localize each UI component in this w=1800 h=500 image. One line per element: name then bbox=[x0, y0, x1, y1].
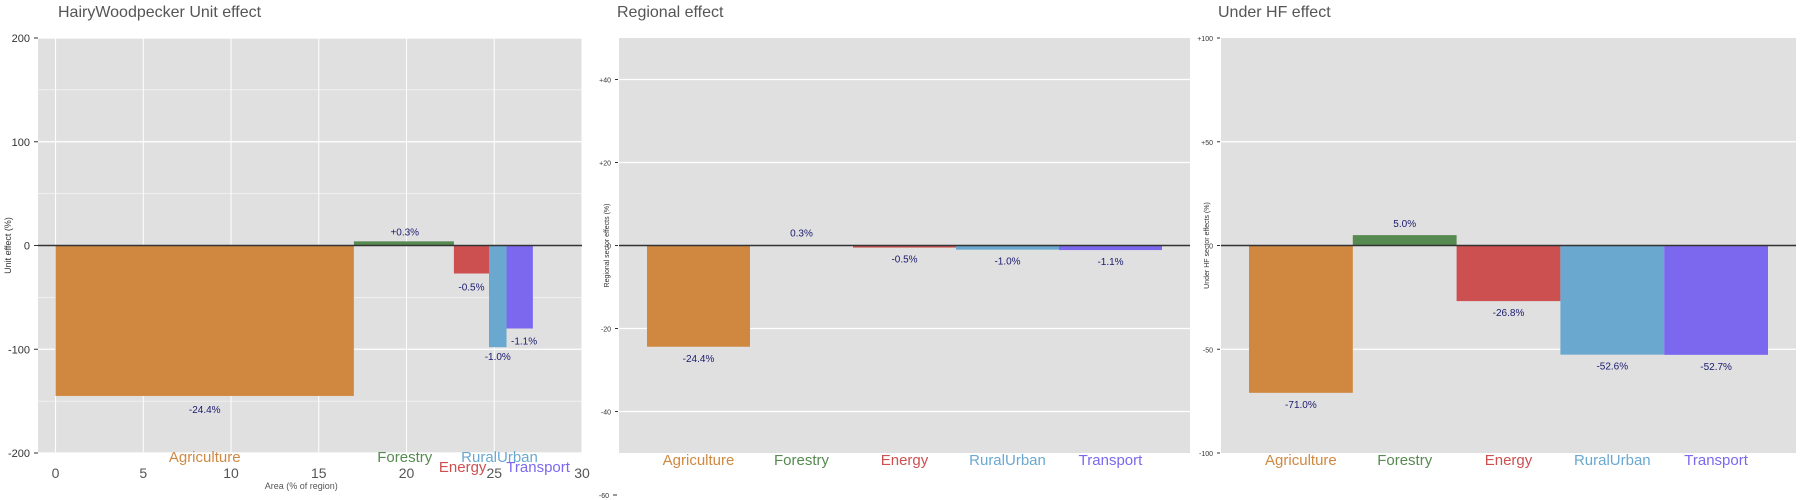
category-label-transport: Transport bbox=[1684, 452, 1748, 469]
under-hf-effect-title: Under HF effect bbox=[1218, 4, 1331, 21]
y-tick-label: +100 bbox=[1197, 36, 1213, 43]
y-tick-label: -60 bbox=[599, 493, 609, 500]
value-label: +0.3% bbox=[390, 227, 419, 238]
value-label: -0.5% bbox=[458, 283, 484, 294]
value-label: -1.1% bbox=[1097, 257, 1123, 268]
category-label-ruralurban: RuralUrban bbox=[461, 449, 538, 466]
value-label: -1.1% bbox=[511, 337, 537, 348]
bar-forestry bbox=[353, 241, 454, 246]
x-axis-label: Area (% of region) bbox=[265, 481, 338, 491]
y-tick-label: 0 bbox=[24, 241, 30, 253]
y-tick-label: -20 bbox=[601, 327, 611, 334]
value-label: -26.8% bbox=[1493, 308, 1525, 319]
x-tick-label: 25 bbox=[486, 465, 502, 481]
category-label-agriculture: Agriculture bbox=[663, 452, 735, 469]
value-label: 5.0% bbox=[1393, 219, 1416, 230]
unit-effect-chart: -200 -100 0 100 200 0 5 10 15 20 25 30 Unit effect (… bbox=[3, 33, 590, 491]
value-label: -24.4% bbox=[189, 405, 221, 416]
under-hf-effect-chart: +100 +50 0 -50 -100 Under HF sector effects (… bbox=[1197, 36, 1796, 469]
x-tick-label: 15 bbox=[311, 465, 327, 481]
x-tick-label: 20 bbox=[399, 465, 415, 481]
y-tick-label: -100 bbox=[8, 344, 30, 356]
y-axis-label: Regional sector effects (%) bbox=[604, 204, 611, 288]
category-label-transport: Transport bbox=[1079, 452, 1143, 469]
category-label-energy: Energy bbox=[439, 459, 487, 476]
category-label-energy: Energy bbox=[881, 452, 929, 469]
category-label-agriculture: Agriculture bbox=[1265, 452, 1337, 469]
unit-effect-title: HairyWoodpecker Unit effect bbox=[58, 4, 262, 21]
regional-effect-panel: Regional effect +40 +20 0 -20 -40 -60 Regional… bbox=[599, 0, 1200, 500]
value-label: -71.0% bbox=[1285, 400, 1317, 411]
value-label: 0.3% bbox=[790, 228, 813, 239]
bar-agriculture bbox=[55, 245, 354, 396]
bar-agriculture bbox=[1249, 245, 1353, 393]
value-label: -1.0% bbox=[994, 257, 1020, 268]
y-tick-label: 0 bbox=[1209, 244, 1213, 251]
category-label-energy: Energy bbox=[1485, 452, 1533, 469]
value-label: -52.7% bbox=[1700, 362, 1732, 373]
category-label-forestry: Forestry bbox=[774, 452, 830, 469]
y-axis-label: Under HF sector effects (%) bbox=[1204, 202, 1211, 289]
bar-transport bbox=[506, 245, 533, 329]
x-tick-label: 10 bbox=[223, 465, 239, 481]
y-tick-label: +20 bbox=[599, 161, 611, 168]
bar-energy bbox=[853, 245, 956, 248]
bar-ruralurban bbox=[1560, 245, 1665, 355]
y-tick-label: -50 bbox=[1203, 347, 1213, 354]
x-tick-label: 0 bbox=[52, 465, 60, 481]
bar-transport bbox=[1664, 245, 1768, 355]
bar-ruralurban bbox=[488, 245, 507, 348]
category-label-agriculture: Agriculture bbox=[169, 449, 241, 466]
value-label: -52.6% bbox=[1596, 362, 1628, 373]
x-tick-label: 30 bbox=[574, 465, 590, 481]
category-label-forestry: Forestry bbox=[377, 449, 433, 466]
y-tick-label: 200 bbox=[12, 33, 30, 45]
value-label: -0.5% bbox=[891, 255, 917, 266]
regional-effect-chart: +40 +20 0 -20 -40 -60 Regional sector effects … bbox=[599, 38, 1190, 500]
y-tick-label: 0 bbox=[607, 244, 611, 251]
regional-effect-title: Regional effect bbox=[617, 4, 724, 21]
bar-agriculture bbox=[647, 245, 750, 347]
bar-ruralurban bbox=[956, 245, 1059, 250]
y-tick-label: -200 bbox=[8, 448, 30, 460]
y-axis-label: Unit effect (%) bbox=[3, 217, 13, 274]
y-tick-label: -100 bbox=[1199, 451, 1213, 458]
y-tick-label: 100 bbox=[12, 137, 30, 149]
category-label-ruralurban: RuralUrban bbox=[1574, 452, 1651, 469]
under-hf-effect-panel: Under HF effect +100 +50 0 -50 -100 Under HF … bbox=[1197, 0, 1800, 500]
bar-energy bbox=[453, 245, 489, 274]
value-label: -1.0% bbox=[485, 352, 511, 363]
unit-effect-panel: HairyWoodpecker Unit effect -200 -100 0 100… bbox=[0, 0, 600, 500]
x-tick-label: 5 bbox=[139, 465, 147, 481]
y-tick-label: -40 bbox=[601, 410, 611, 417]
bar-energy bbox=[1456, 245, 1561, 302]
value-label: -24.4% bbox=[683, 354, 715, 365]
y-tick-label: +50 bbox=[1201, 140, 1213, 147]
category-label-transport: Transport bbox=[506, 459, 570, 476]
category-label-forestry: Forestry bbox=[1377, 452, 1433, 469]
bar-forestry bbox=[1352, 235, 1457, 246]
bar-transport bbox=[1059, 245, 1162, 251]
y-tick-label: +40 bbox=[599, 78, 611, 85]
category-label-ruralurban: RuralUrban bbox=[969, 452, 1046, 469]
